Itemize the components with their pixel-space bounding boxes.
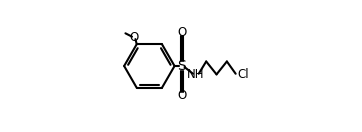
Text: O: O — [177, 26, 186, 39]
Text: Cl: Cl — [237, 68, 249, 81]
Text: NH: NH — [187, 68, 205, 81]
Text: O: O — [129, 31, 138, 44]
Text: S: S — [177, 59, 186, 73]
Text: O: O — [177, 89, 186, 102]
